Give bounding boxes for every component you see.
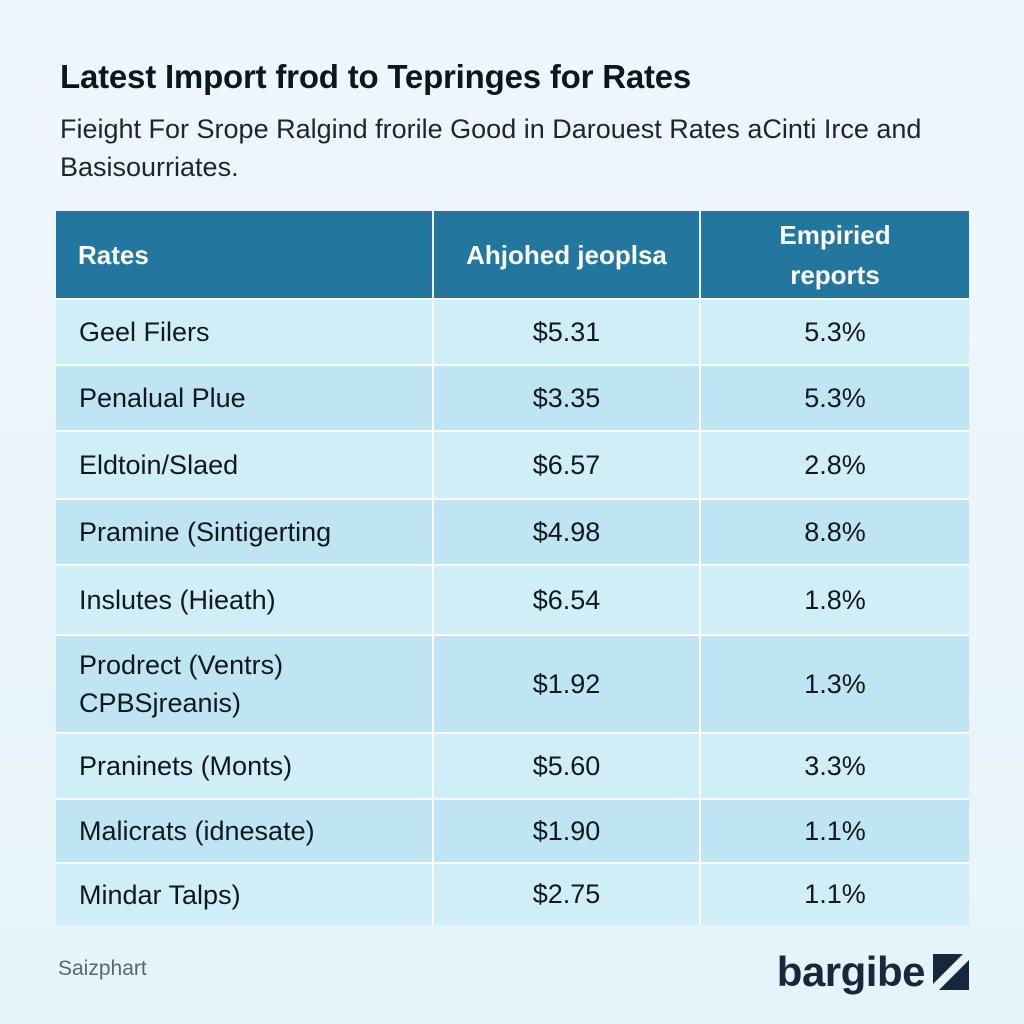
row-name-cell: Praninets (Monts): [56, 732, 434, 799]
source-label: Saizphart: [58, 957, 147, 980]
table-row: Eldtoin/Slaed $6.57 2.8%: [56, 430, 969, 499]
table-row: Geel Filers $5.31 5.3%: [56, 298, 969, 365]
table-row: Mindar Talps) $2.75 1.1%: [56, 862, 969, 925]
row-price-cell: $2.75: [433, 862, 701, 925]
row-price-cell: $5.31: [433, 298, 701, 365]
row-percent-cell: 3.3%: [700, 732, 969, 799]
row-name-cell: Geel Filers: [56, 298, 434, 365]
row-percent-cell: 1.3%: [700, 634, 969, 733]
row-percent-cell: 2.8%: [700, 430, 969, 499]
row-name-cell: Pramine (Sintigerting: [56, 498, 434, 565]
table-row: Praninets (Monts) $5.60 3.3%: [56, 732, 969, 799]
table-row: Prodrect (Ventrs) CPBSjreanis) $1.92 1.3%: [56, 634, 969, 733]
brand-logo: bargibe: [777, 948, 969, 996]
row-name-cell: Malicrats (idnesate): [56, 798, 434, 863]
table-row: Inslutes (Hieath) $6.54 1.8%: [56, 564, 969, 635]
brand-name: bargibe: [776, 948, 926, 995]
column-header-rates: Rates: [56, 211, 434, 299]
page-title: Latest Import frod to Tepringes for Rate…: [60, 58, 692, 95]
row-percent-cell: 5.3%: [700, 364, 969, 431]
row-price-cell: $3.35: [433, 364, 701, 431]
row-name-cell: Eldtoin/Slaed: [56, 430, 434, 499]
column-header-price: Ahjohed jeoplsa: [433, 211, 701, 299]
table-row: Pramine (Sintigerting $4.98 8.8%: [56, 498, 969, 565]
row-price-cell: $6.54: [433, 564, 701, 635]
row-percent-cell: 1.1%: [700, 862, 969, 925]
slash-square-icon: [933, 954, 969, 990]
row-price-cell: $1.92: [433, 634, 701, 733]
row-percent-cell: 8.8%: [700, 498, 969, 565]
row-price-cell: $6.57: [433, 430, 701, 499]
column-header-reports: Empiried reports: [700, 211, 969, 299]
row-price-cell: $4.98: [433, 498, 701, 565]
row-price-cell: $5.60: [433, 732, 701, 799]
row-percent-cell: 1.8%: [700, 564, 969, 635]
row-name-cell: Prodrect (Ventrs) CPBSjreanis): [56, 634, 434, 733]
row-name-cell: Penalual Plue: [56, 364, 434, 431]
row-name-cell: Mindar Talps): [56, 862, 434, 925]
table-body: Geel Filers $5.31 5.3% Penalual Plue $3.35 5.…: [56, 298, 969, 925]
page-subtitle: Fieight For Srope Ralgind frorile Good i…: [60, 114, 922, 182]
row-price-cell: $1.90: [433, 798, 701, 863]
row-percent-cell: 1.1%: [700, 798, 969, 863]
row-percent-cell: 5.3%: [700, 298, 969, 365]
table-row: Penalual Plue $3.35 5.3%: [56, 364, 969, 431]
table-row: Malicrats (idnesate) $1.90 1.1%: [56, 798, 969, 863]
rates-table: Rates Ahjohed jeoplsa Empiried reports G…: [56, 211, 969, 925]
table-header: Rates Ahjohed jeoplsa Empiried reports: [56, 211, 969, 299]
row-name-cell: Inslutes (Hieath): [56, 564, 434, 635]
